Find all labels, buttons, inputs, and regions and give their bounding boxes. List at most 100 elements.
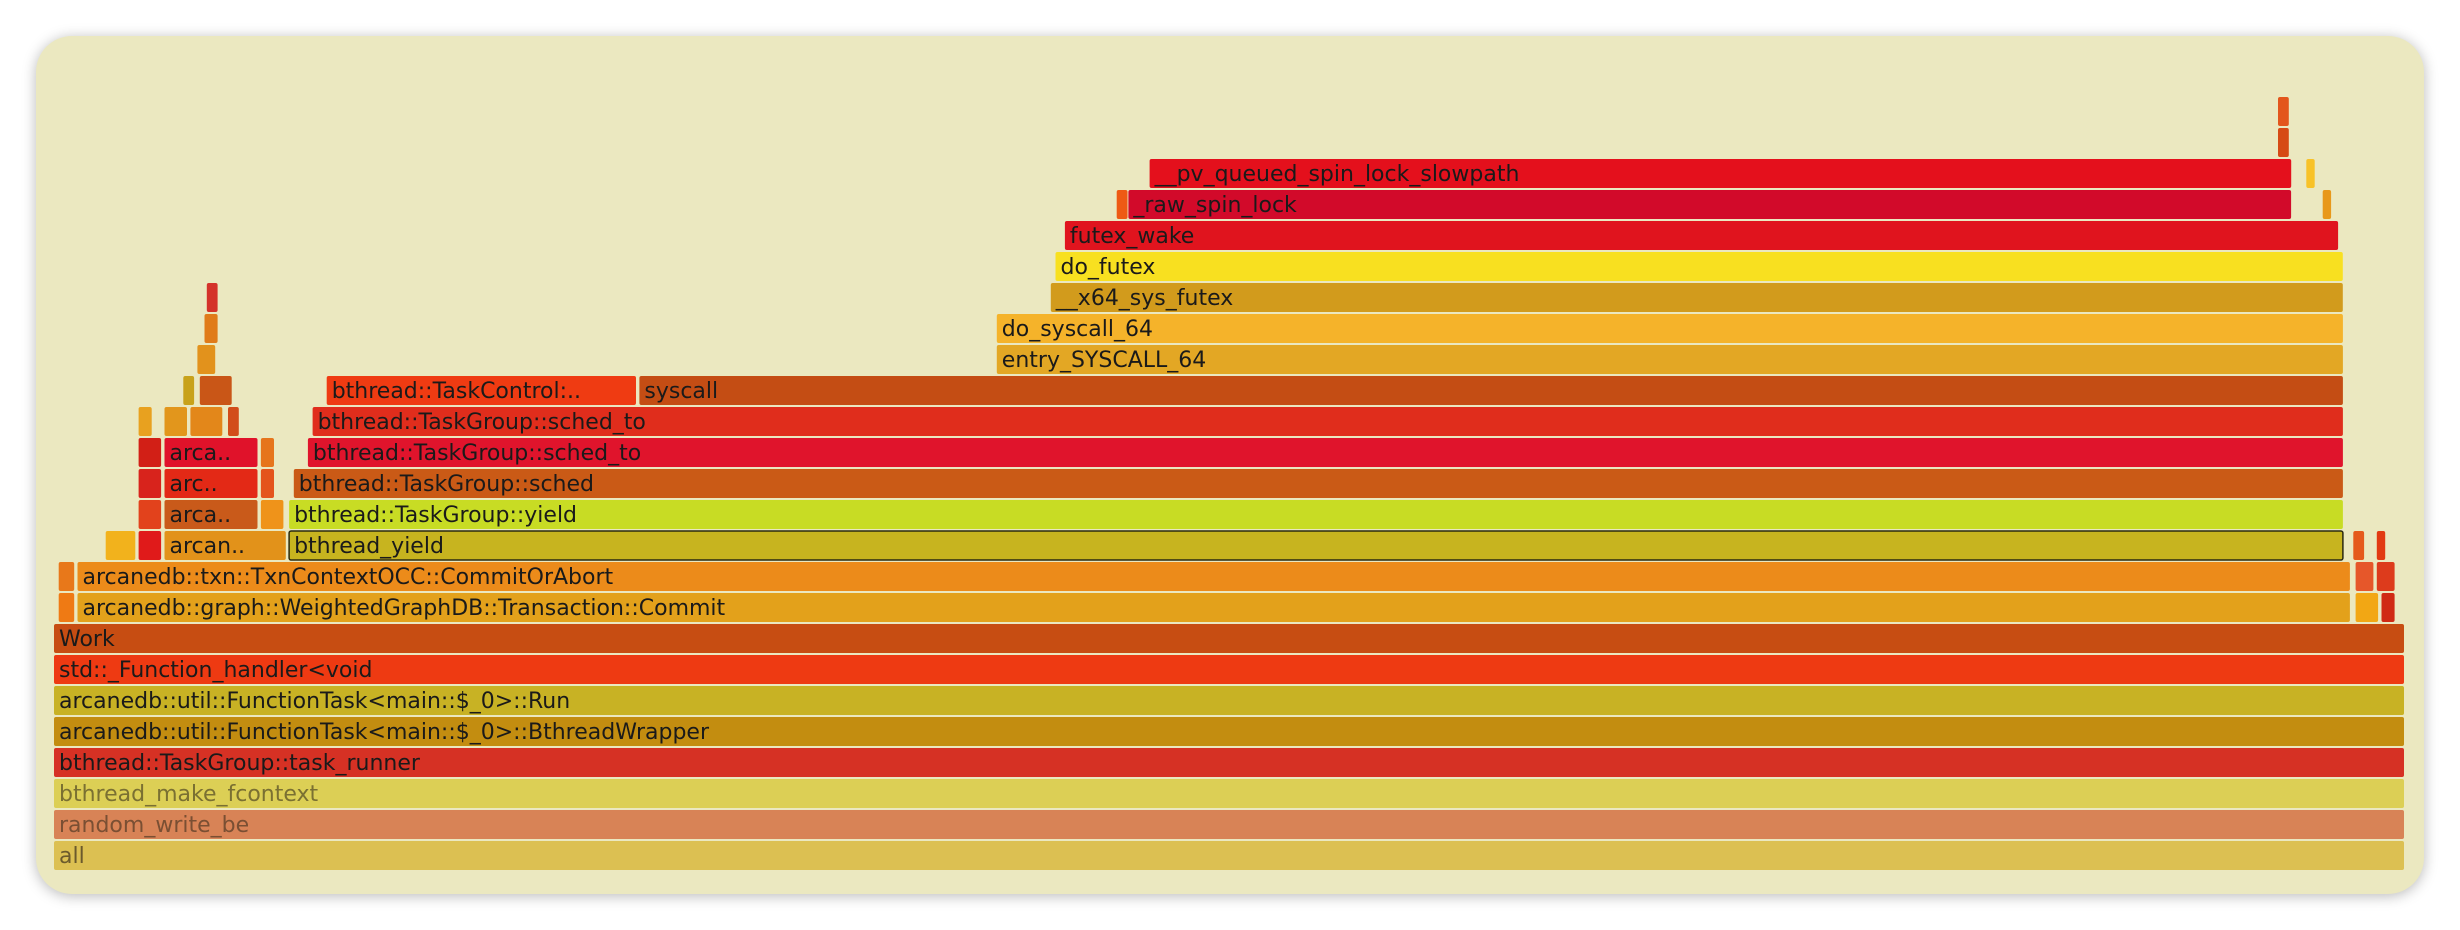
frame-arcanedb-graph-weightedgraphdb-transaction-commit-9[interactable]: arcanedb::graph::WeightedGraphDB::Transa…: [77, 593, 2350, 622]
frame-bar[interactable]: [54, 779, 2404, 808]
frame-unlabeled-26[interactable]: [138, 469, 162, 498]
frame-bar[interactable]: [1116, 190, 1128, 219]
frame-bar[interactable]: [58, 593, 75, 622]
frame-bar[interactable]: [138, 438, 162, 467]
frame-arcan-18[interactable]: arcan..: [164, 531, 286, 560]
frame-bar[interactable]: [138, 469, 162, 498]
frame-bar[interactable]: [2355, 593, 2379, 622]
frame-bar[interactable]: [2381, 593, 2395, 622]
frame-bar[interactable]: [312, 407, 2343, 436]
frame-bar[interactable]: [307, 438, 2343, 467]
frame-bar[interactable]: [77, 562, 2350, 591]
frame-arcanedb-util-functiontask-main-0-bthreadwrapper-4[interactable]: arcanedb::util::FunctionTask<main::$_0>:…: [54, 717, 2404, 746]
frame-arcanedb-txn-txncontextocc-commitorabort-13[interactable]: arcanedb::txn::TxnContextOCC::CommitOrAb…: [77, 562, 2350, 591]
frame-bar[interactable]: [164, 407, 188, 436]
frame-bthread-taskgroup-sched-to-38[interactable]: bthread::TaskGroup::sched_to: [312, 407, 2343, 436]
frame-syscall-42[interactable]: syscall: [639, 376, 2343, 405]
frame-bar[interactable]: [293, 469, 2343, 498]
frame-unlabeled-51[interactable]: [1116, 190, 1128, 219]
frame-bar[interactable]: [996, 345, 2343, 374]
frame-bar[interactable]: [996, 314, 2343, 343]
frame-unlabeled-40[interactable]: [199, 376, 232, 405]
frame-unlabeled-28[interactable]: [260, 469, 274, 498]
frame-all-0[interactable]: all: [54, 841, 2404, 870]
frame-bar[interactable]: [260, 469, 274, 498]
frame-bar[interactable]: [138, 407, 152, 436]
frame-do-futex-49[interactable]: do_futex: [1055, 252, 2343, 281]
frame-bar[interactable]: [2353, 531, 2365, 560]
frame-bthread-taskgroup-sched-29[interactable]: bthread::TaskGroup::sched: [293, 469, 2343, 498]
frame-unlabeled-36[interactable]: [190, 407, 223, 436]
frame-bar[interactable]: [54, 686, 2404, 715]
frame-bar[interactable]: [183, 376, 195, 405]
frame-bar[interactable]: [639, 376, 2343, 405]
frame-unlabeled-21[interactable]: [2376, 531, 2386, 560]
frame-unlabeled-12[interactable]: [58, 562, 75, 591]
frame-bar[interactable]: [204, 314, 218, 343]
frame-bar[interactable]: [138, 500, 162, 529]
frame-bar[interactable]: [260, 500, 284, 529]
frame-bar[interactable]: [105, 531, 136, 560]
frame-bar[interactable]: [1149, 159, 2292, 188]
frame-bar[interactable]: [54, 624, 2404, 653]
frame-bar[interactable]: [58, 562, 75, 591]
frame-bar[interactable]: [288, 530, 2344, 561]
frame-work-7[interactable]: Work: [54, 624, 2404, 653]
frame-bar[interactable]: [1050, 283, 2343, 312]
frame-bar[interactable]: [138, 531, 162, 560]
frame-raw-spin-lock-52[interactable]: _raw_spin_lock: [1128, 190, 2292, 219]
frame-arcan-23[interactable]: arca..: [164, 500, 258, 529]
frame-unlabeled-22[interactable]: [138, 500, 162, 529]
frame-unlabeled-32[interactable]: [260, 438, 274, 467]
frame-bar[interactable]: [228, 407, 239, 436]
frame-bar[interactable]: [164, 469, 258, 498]
frame-bthread-make-fcontext-2[interactable]: bthread_make_fcontext: [54, 779, 2404, 808]
frame-bar[interactable]: [2376, 562, 2395, 591]
frame-bar[interactable]: [54, 655, 2404, 684]
frame-bar[interactable]: [2322, 190, 2332, 219]
frame-unlabeled-37[interactable]: [228, 407, 239, 436]
frame-arcanedb-util-functiontask-main-0-run-5[interactable]: arcanedb::util::FunctionTask<main::$_0>:…: [54, 686, 2404, 715]
frame-unlabeled-35[interactable]: [164, 407, 188, 436]
frame-bar[interactable]: [54, 841, 2404, 870]
frame-unlabeled-39[interactable]: [183, 376, 195, 405]
frame-bar[interactable]: [54, 810, 2404, 839]
frame-bar[interactable]: [2306, 159, 2315, 188]
frame-std-function-handler-void-6[interactable]: std::_Function_handler<void: [54, 655, 2404, 684]
frame-futex-wake-50[interactable]: futex_wake: [1064, 221, 2339, 250]
frame-bar[interactable]: [199, 376, 232, 405]
frame-unlabeled-34[interactable]: [138, 407, 152, 436]
frame-unlabeled-24[interactable]: [260, 500, 284, 529]
frame-unlabeled-11[interactable]: [2381, 593, 2395, 622]
frame-bar[interactable]: [190, 407, 223, 436]
frame-bar[interactable]: [2278, 97, 2289, 126]
frame-arca-31[interactable]: arca..: [164, 438, 258, 467]
frame-bar[interactable]: [54, 717, 2404, 746]
frame-bar[interactable]: [164, 438, 258, 467]
frame-unlabeled-55[interactable]: [2306, 159, 2315, 188]
frame-unlabeled-57[interactable]: [2278, 97, 2289, 126]
frame-bar[interactable]: [2355, 562, 2374, 591]
frame-bar[interactable]: [1128, 190, 2292, 219]
frame-bthread-taskgroup-task-runner-3[interactable]: bthread::TaskGroup::task_runner: [54, 748, 2404, 777]
frame-bar[interactable]: [1055, 252, 2343, 281]
frame-bar[interactable]: [206, 283, 218, 312]
frame-unlabeled-8[interactable]: [58, 593, 75, 622]
frame-bar[interactable]: [164, 500, 258, 529]
frame-x64-sys-futex-48[interactable]: __x64_sys_futex: [1050, 283, 2343, 312]
frame-bthread-taskcontrol-41[interactable]: bthread::TaskControl:..: [326, 376, 636, 405]
frame-pv-queued-spin-lock-slowpath-54[interactable]: __pv_queued_spin_lock_slowpath: [1149, 159, 2292, 188]
frame-bar[interactable]: [164, 531, 286, 560]
frame-unlabeled-53[interactable]: [2322, 190, 2332, 219]
frame-bar[interactable]: [1064, 221, 2339, 250]
frame-bar[interactable]: [2376, 531, 2386, 560]
frame-arc-27[interactable]: arc..: [164, 469, 258, 498]
frame-unlabeled-15[interactable]: [2376, 562, 2395, 591]
frame-bar[interactable]: [197, 345, 216, 374]
frame-unlabeled-16[interactable]: [105, 531, 136, 560]
frame-bthread-yield-19[interactable]: bthread_yield: [288, 530, 2344, 561]
frame-unlabeled-20[interactable]: [2353, 531, 2365, 560]
frame-unlabeled-14[interactable]: [2355, 562, 2374, 591]
frame-unlabeled-43[interactable]: [197, 345, 216, 374]
frame-unlabeled-30[interactable]: [138, 438, 162, 467]
